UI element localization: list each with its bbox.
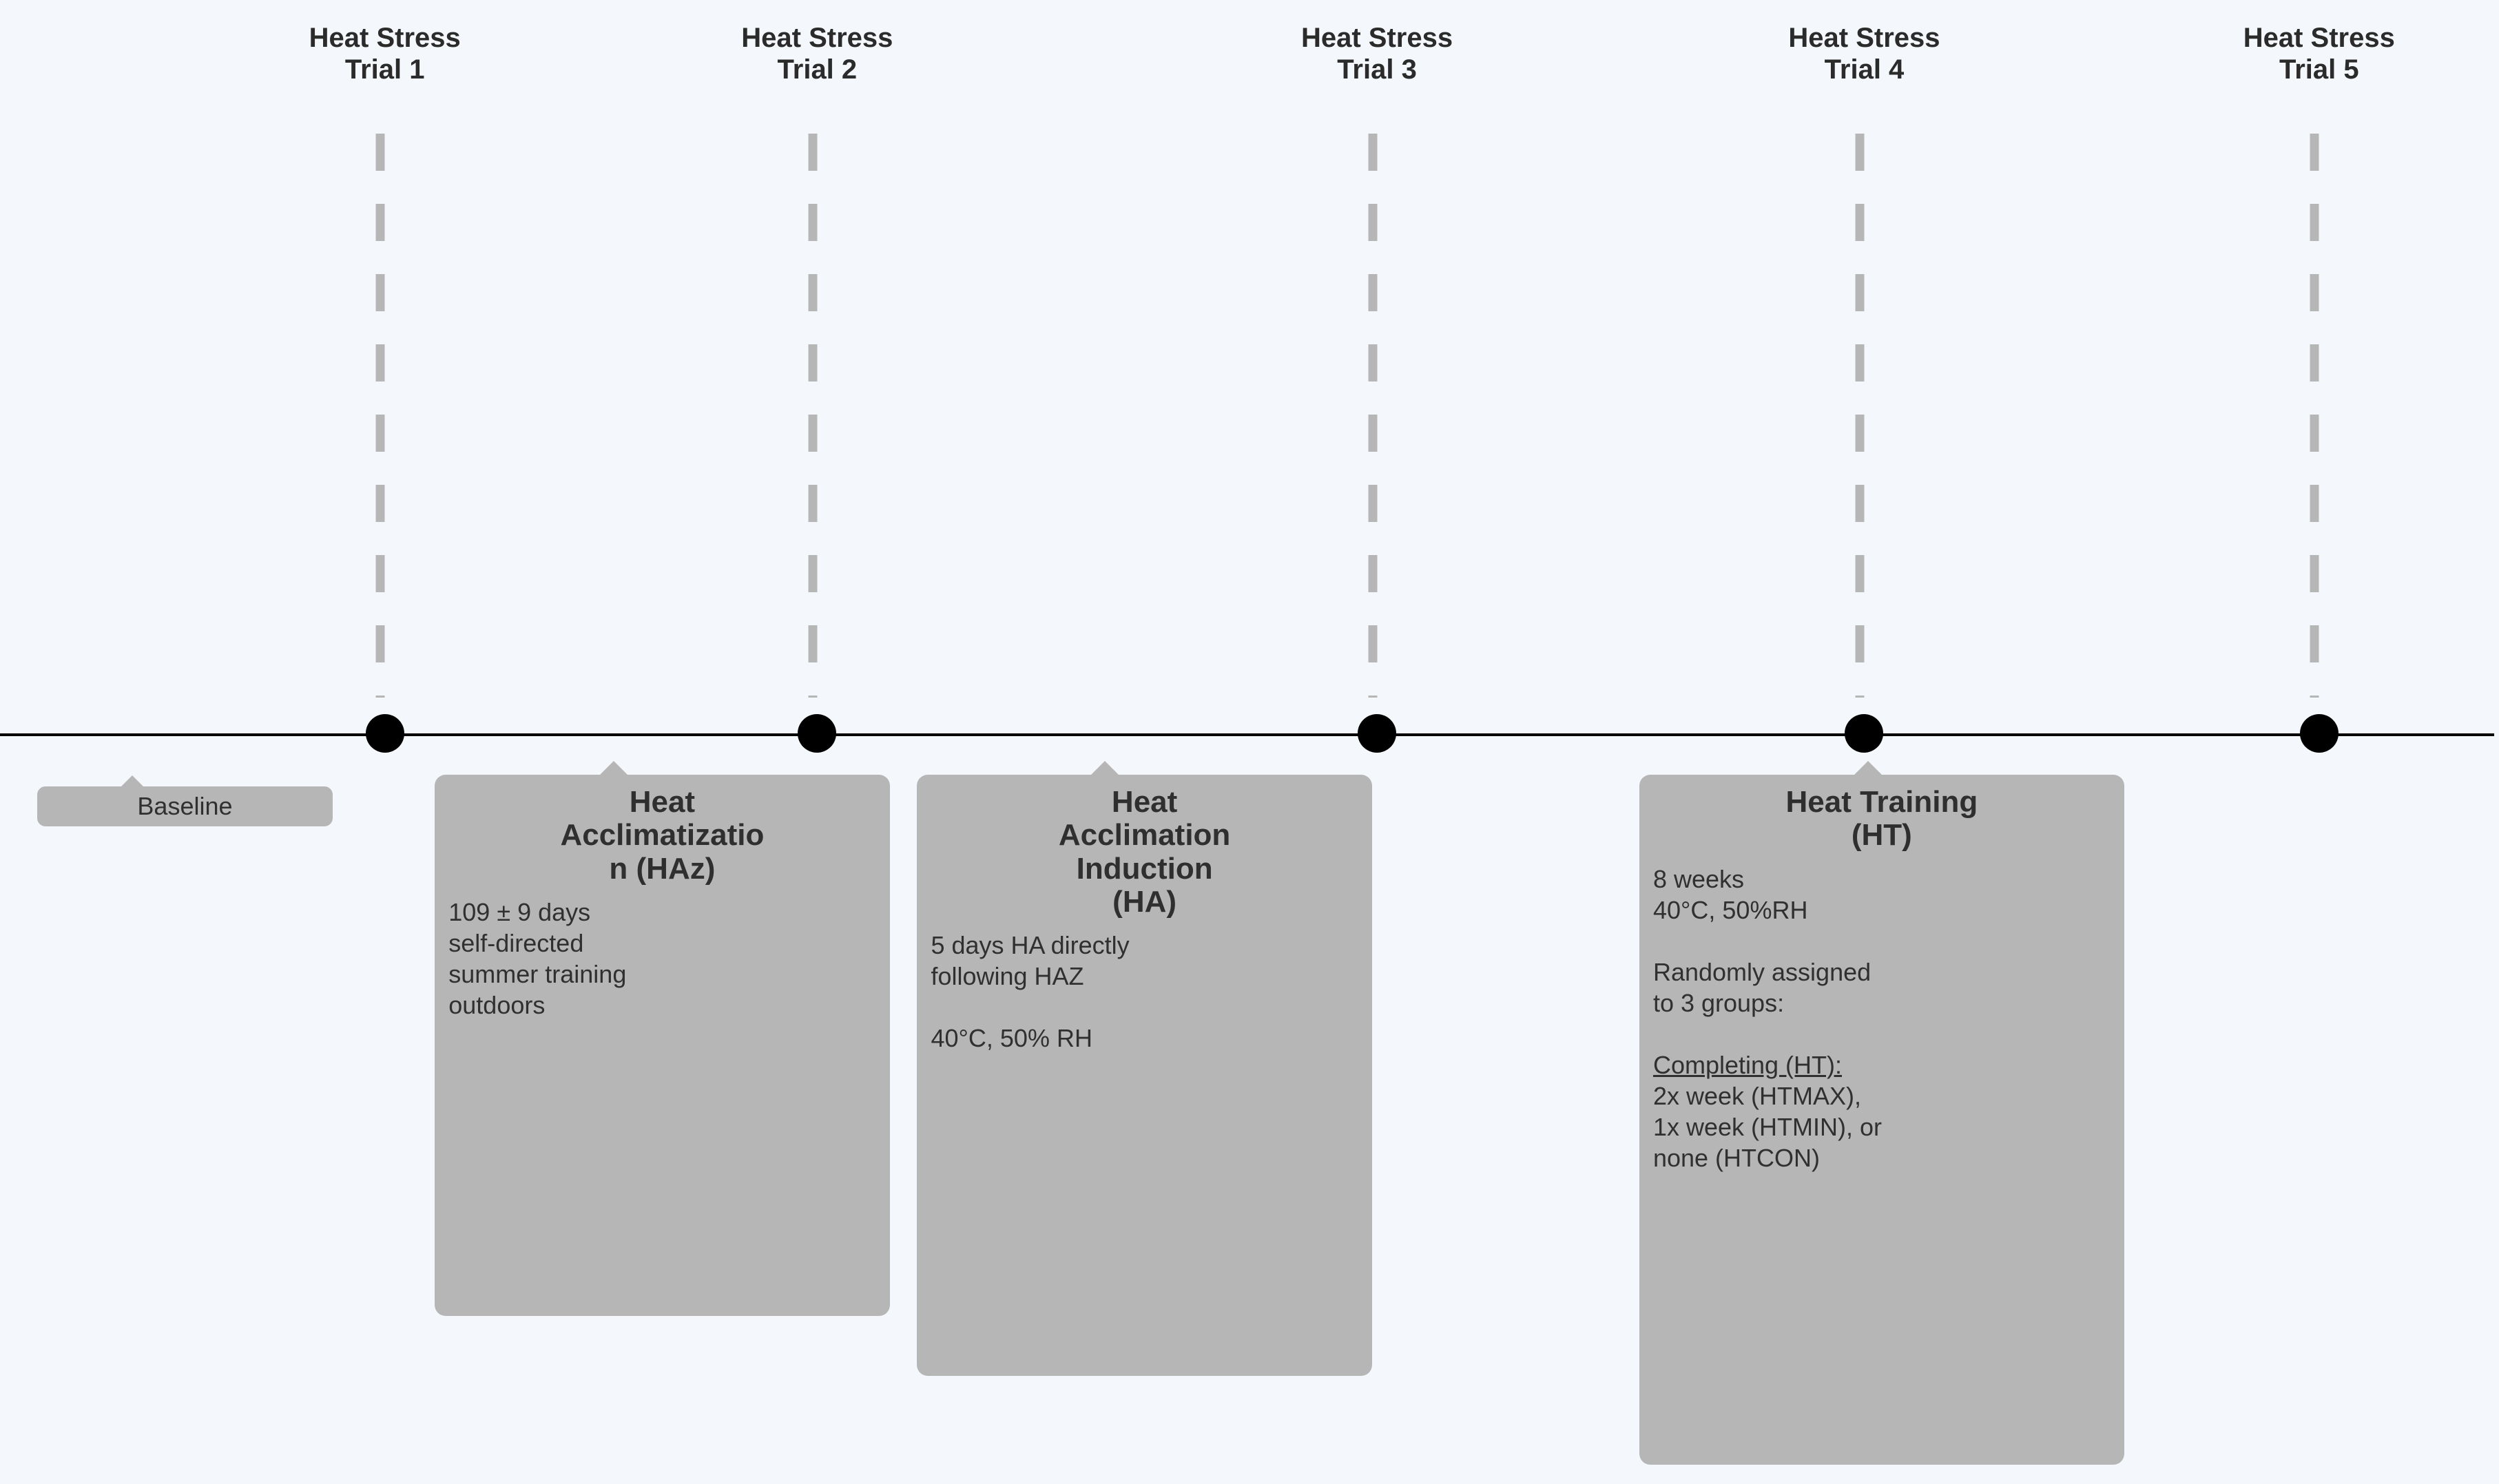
trial-label-line1: Heat Stress — [1301, 22, 1453, 54]
baseline-pointer — [120, 775, 145, 788]
timeline-dot — [1845, 714, 1883, 753]
trial-dashed-line — [2310, 134, 2319, 698]
callout-body: 5 days HA directly following HAZ 40°C, 5… — [931, 930, 1358, 1054]
trial-dashed-line — [1368, 134, 1377, 698]
callout-body: 109 ± 9 days self-directed summer traini… — [448, 897, 875, 1021]
callout-pointer — [1853, 761, 1883, 776]
timeline-dot — [366, 714, 404, 753]
callout-title: Heat Training (HT) — [1653, 786, 2111, 853]
baseline-callout: Baseline — [37, 786, 332, 826]
baseline-label: Baseline — [137, 792, 232, 820]
trial-dashed-line — [808, 134, 817, 698]
trial-label-line1: Heat Stress — [309, 22, 461, 54]
trial-label-line1: Heat Stress — [1788, 22, 1940, 54]
trial-label-line1: Heat Stress — [2243, 22, 2395, 54]
callout-body-underlined: Completing (HT): — [1653, 1051, 1842, 1079]
trial-label: Heat StressTrial 2 — [741, 22, 893, 85]
callout-ha: Heat Acclimation Induction (HA)5 days HA… — [917, 775, 1371, 1376]
callout-haz: Heat Acclimatizatio n (HAz) 109 ± 9 days … — [435, 775, 889, 1317]
trial-label-line2: Trial 4 — [1788, 54, 1940, 85]
trial-dashed-line — [1856, 134, 1865, 698]
timeline-dot — [1358, 714, 1396, 753]
timeline-diagram: Heat StressTrial 1Heat StressTrial 2Heat… — [0, 0, 2499, 1484]
callout-body: 8 weeks 40°C, 50%RH Randomly assigned to… — [1653, 864, 2111, 1173]
trial-label: Heat StressTrial 1 — [309, 22, 461, 85]
timeline-dot — [798, 714, 836, 753]
callout-body-pre: 8 weeks 40°C, 50%RH Randomly assigned to… — [1653, 865, 1871, 1017]
trial-label: Heat StressTrial 4 — [1788, 22, 1940, 85]
trial-label-line2: Trial 1 — [309, 54, 461, 85]
callout-ht: Heat Training (HT) 8 weeks 40°C, 50%RH Ra… — [1639, 775, 2124, 1465]
trial-label-line2: Trial 2 — [741, 54, 893, 85]
trial-label-line2: Trial 3 — [1301, 54, 1453, 85]
callout-pointer — [599, 761, 629, 776]
trial-label: Heat StressTrial 5 — [2243, 22, 2395, 85]
trial-dashed-line — [376, 134, 385, 698]
callout-body-post: 2x week (HTMAX), 1x week (HTMIN), or non… — [1653, 1082, 1882, 1172]
callout-title: Heat Acclimation Induction (HA) — [931, 786, 1358, 919]
callout-pointer — [1090, 761, 1120, 776]
trial-label-line2: Trial 5 — [2243, 54, 2395, 85]
trial-label-line1: Heat Stress — [741, 22, 893, 54]
callout-title: Heat Acclimatizatio n (HAz) — [448, 786, 875, 886]
timeline-dot — [2300, 714, 2339, 753]
trial-label: Heat StressTrial 3 — [1301, 22, 1453, 85]
